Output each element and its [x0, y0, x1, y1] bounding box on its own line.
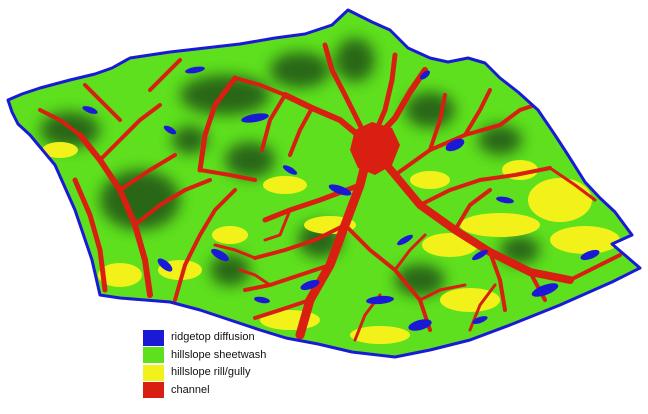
legend-label-channel: channel: [171, 383, 210, 396]
legend-item-channel: channel: [143, 382, 343, 400]
legend-label-sheetwash: hillslope sheetwash: [171, 348, 267, 361]
map-legend: ridgetop diffusion hillslope sheetwash h…: [143, 329, 343, 399]
legend-swatch-ridgetop: [143, 329, 164, 346]
terrain-outline: [6, 8, 642, 359]
relief-shading: [40, 38, 540, 296]
legend-swatch-sheetwash: [143, 347, 164, 364]
legend-item-sheetwash: hillslope sheetwash: [143, 347, 343, 365]
legend-label-ridgetop: ridgetop diffusion: [171, 331, 255, 344]
channel-confluence: [350, 122, 400, 175]
legend-swatch-channel: [143, 382, 164, 399]
ridgetop-diffusion-zones: [58, 66, 600, 331]
rill-gully-zones: [42, 142, 620, 344]
legend-item-ridgetop: ridgetop diffusion: [143, 329, 343, 347]
legend-label-rill-gully: hillslope rill/gully: [171, 366, 251, 379]
legend-item-rill-gully: hillslope rill/gully: [143, 364, 343, 382]
legend-swatch-rill-gully: [143, 364, 164, 381]
